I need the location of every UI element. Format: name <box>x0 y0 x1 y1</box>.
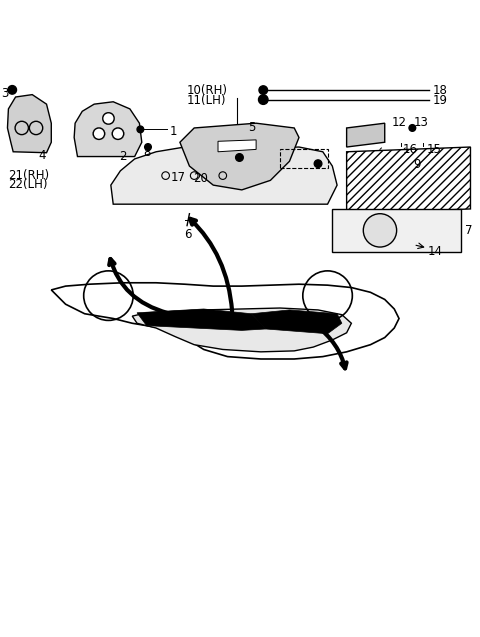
Text: 13: 13 <box>414 116 429 129</box>
Text: 20: 20 <box>193 173 208 185</box>
Text: 14: 14 <box>428 245 443 259</box>
Polygon shape <box>51 283 399 359</box>
Text: 10(RH): 10(RH) <box>187 84 228 97</box>
Circle shape <box>314 160 322 168</box>
Text: 7: 7 <box>465 224 472 237</box>
Polygon shape <box>137 309 265 331</box>
Polygon shape <box>132 308 351 352</box>
Text: 15: 15 <box>427 143 442 156</box>
Text: 3: 3 <box>1 87 9 100</box>
Polygon shape <box>332 209 461 252</box>
Polygon shape <box>347 123 385 147</box>
Polygon shape <box>180 123 299 190</box>
Circle shape <box>409 125 416 131</box>
Text: 2: 2 <box>119 150 127 163</box>
Text: 8: 8 <box>143 147 150 159</box>
Polygon shape <box>74 102 142 157</box>
Text: 1: 1 <box>169 125 177 138</box>
Text: 22(LH): 22(LH) <box>9 178 48 190</box>
Polygon shape <box>218 140 256 152</box>
Circle shape <box>259 86 267 94</box>
Text: 19: 19 <box>432 94 447 107</box>
Circle shape <box>103 113 114 124</box>
Text: 16: 16 <box>403 143 418 156</box>
Text: 21(RH): 21(RH) <box>9 169 49 182</box>
Circle shape <box>137 126 144 132</box>
Polygon shape <box>252 310 342 334</box>
Circle shape <box>93 128 105 140</box>
Circle shape <box>93 128 105 140</box>
Text: 9: 9 <box>413 158 421 171</box>
Polygon shape <box>8 95 51 153</box>
Text: 12: 12 <box>392 116 407 129</box>
Circle shape <box>112 128 124 140</box>
Text: 5: 5 <box>248 122 255 134</box>
Circle shape <box>236 154 243 161</box>
Text: 17: 17 <box>171 171 186 184</box>
Circle shape <box>8 85 16 94</box>
Circle shape <box>144 144 151 150</box>
Circle shape <box>363 213 396 247</box>
Polygon shape <box>111 147 337 204</box>
Circle shape <box>103 113 114 124</box>
Circle shape <box>112 128 124 140</box>
Text: 4: 4 <box>38 148 46 162</box>
Text: 18: 18 <box>432 84 447 97</box>
Text: 6: 6 <box>184 227 191 241</box>
Circle shape <box>259 95 268 104</box>
Text: 11(LH): 11(LH) <box>187 94 227 107</box>
